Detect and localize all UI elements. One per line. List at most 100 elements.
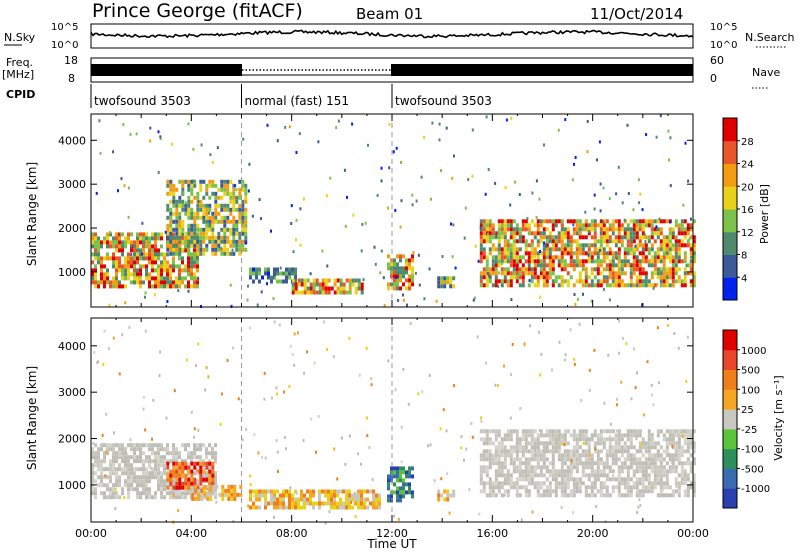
echo-cell xyxy=(617,219,621,224)
echo-cell xyxy=(599,473,603,478)
echo-cell xyxy=(118,463,121,468)
echo-cell xyxy=(303,278,307,283)
echo-cell xyxy=(482,219,486,224)
echo-cell xyxy=(166,472,169,476)
echo-cell xyxy=(270,279,273,284)
echo-cell xyxy=(572,263,576,268)
echo-cell xyxy=(109,240,112,245)
echo-cell xyxy=(605,453,609,458)
echo-cell xyxy=(477,259,480,263)
echo-cell xyxy=(103,459,106,464)
noise-left-label: N.Sky xyxy=(4,31,36,44)
echo-cell xyxy=(536,493,540,498)
echo-cell xyxy=(306,278,310,283)
echo-cell xyxy=(521,433,525,438)
echo-cell xyxy=(149,466,152,470)
echo-cell xyxy=(393,274,396,279)
echo-cell xyxy=(602,235,606,240)
echo-cell xyxy=(292,250,295,254)
power-ylabel: Slant Range [km] xyxy=(25,162,39,266)
echo-cell xyxy=(647,457,651,462)
echo-cell xyxy=(163,264,166,269)
echo-cell xyxy=(674,445,678,450)
echo-cell xyxy=(683,493,687,498)
echo-cell xyxy=(118,256,121,261)
echo-cell xyxy=(593,445,597,450)
echo-cell xyxy=(545,485,549,490)
echo-cell xyxy=(479,259,483,264)
beam-title: Beam 01 xyxy=(356,5,423,23)
echo-cell xyxy=(479,223,483,228)
echo-cell xyxy=(115,268,118,273)
echo-cell xyxy=(148,491,151,496)
echo-cell xyxy=(145,276,148,281)
echo-cell xyxy=(326,347,329,351)
echo-cell xyxy=(315,501,318,506)
echo-cell xyxy=(255,271,258,276)
echo-cell xyxy=(629,251,633,256)
echo-cell xyxy=(578,457,582,462)
echo-cell xyxy=(266,282,268,286)
echo-cell xyxy=(205,183,209,188)
echo-cell xyxy=(91,479,94,484)
echo-cell xyxy=(653,469,657,474)
echo-cell xyxy=(514,180,517,184)
echo-cell xyxy=(100,443,103,448)
echo-cell xyxy=(148,475,151,480)
echo-cell xyxy=(506,251,510,256)
echo-cell xyxy=(260,290,263,294)
echo-cell xyxy=(479,481,483,486)
echo-cell xyxy=(563,489,567,494)
echo-cell xyxy=(103,495,106,500)
echo-cell xyxy=(169,187,173,192)
echo-cell xyxy=(662,485,666,490)
echo-cell xyxy=(315,450,317,454)
echo-cell xyxy=(184,481,188,486)
echo-cell xyxy=(97,284,100,289)
echo-cell xyxy=(327,489,330,494)
echo-cell xyxy=(224,492,228,497)
echo-cell xyxy=(539,373,542,377)
echo-cell xyxy=(539,449,543,454)
echo-cell xyxy=(103,329,106,333)
echo-cell xyxy=(219,246,222,250)
echo-cell xyxy=(232,195,236,200)
echo-cell xyxy=(575,231,579,236)
echo-cell xyxy=(127,240,130,245)
echo-cell xyxy=(509,481,513,486)
echo-cell xyxy=(510,373,512,376)
echo-cell xyxy=(166,179,170,184)
echo-cell xyxy=(572,453,576,458)
echo-cell xyxy=(574,484,577,488)
echo-cell xyxy=(190,191,194,196)
echo-cell xyxy=(512,239,516,244)
echo-cell xyxy=(396,274,399,279)
echo-cell xyxy=(593,251,597,256)
echo-cell xyxy=(575,465,579,470)
echo-cell xyxy=(130,443,133,448)
station-title: Prince George (fitACF) xyxy=(92,0,303,22)
echo-cell xyxy=(671,453,675,458)
echo-cell xyxy=(297,505,300,510)
echo-cell xyxy=(548,441,552,446)
echo-cell xyxy=(388,166,391,170)
echo-cell xyxy=(538,429,541,432)
echo-cell xyxy=(288,267,291,272)
echo-cell xyxy=(590,279,594,284)
echo-cell xyxy=(560,251,564,256)
echo-cell xyxy=(103,467,106,472)
echo-cell xyxy=(590,433,594,438)
echo-cell xyxy=(202,247,206,252)
echo-cell xyxy=(551,477,555,482)
echo-cell xyxy=(227,492,231,497)
echo-cell xyxy=(229,239,233,244)
echo-cell xyxy=(238,211,242,216)
echo-cell xyxy=(515,453,519,458)
echo-cell xyxy=(482,489,486,494)
echo-cell xyxy=(542,457,546,462)
echo-cell xyxy=(405,270,408,275)
echo-cell xyxy=(587,223,591,228)
echo-cell xyxy=(196,455,199,460)
echo-cell xyxy=(599,441,603,446)
echo-cell xyxy=(172,479,175,484)
